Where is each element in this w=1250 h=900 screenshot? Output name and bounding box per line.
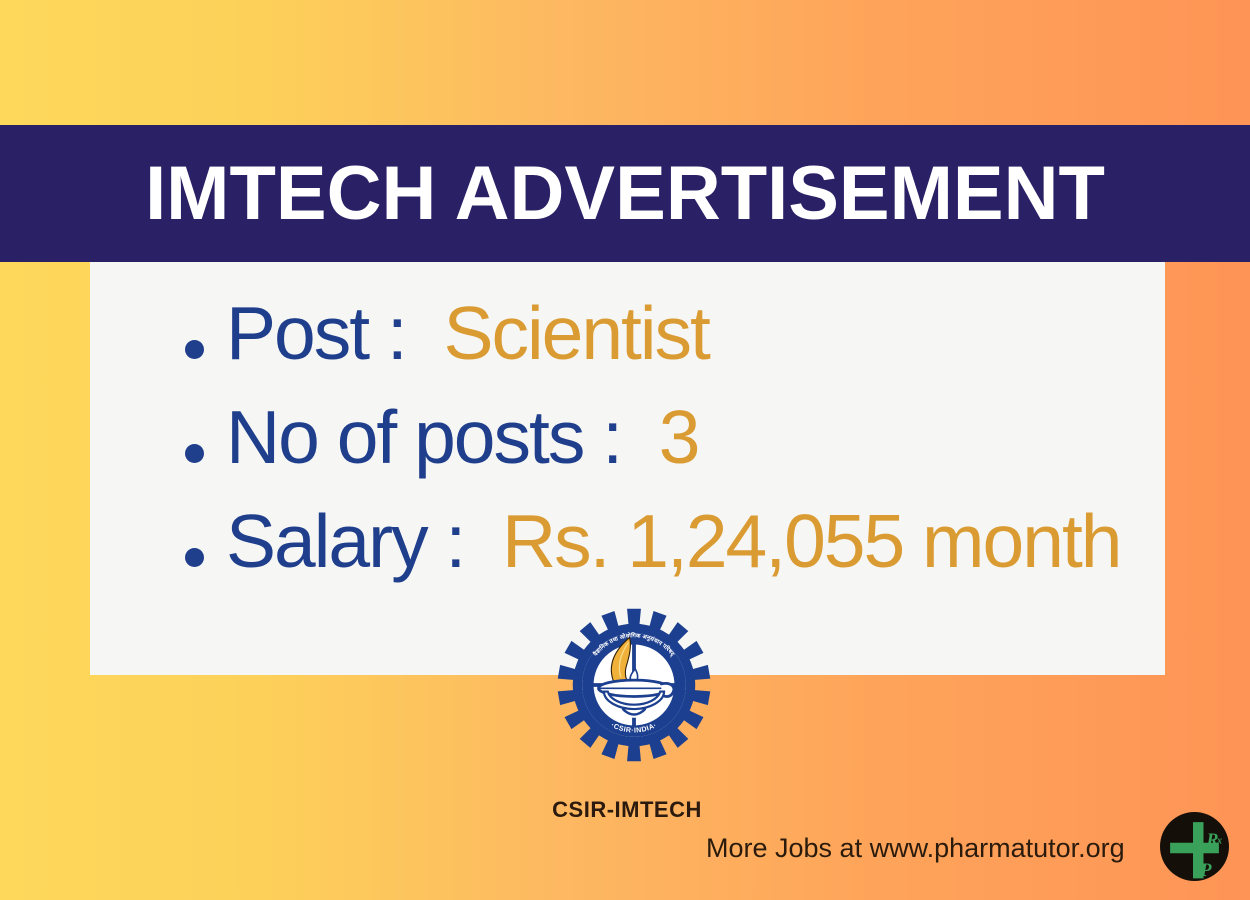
svg-text:x: x	[1216, 836, 1222, 847]
svg-text:P: P	[1199, 860, 1212, 881]
svg-text:R: R	[1206, 829, 1219, 849]
